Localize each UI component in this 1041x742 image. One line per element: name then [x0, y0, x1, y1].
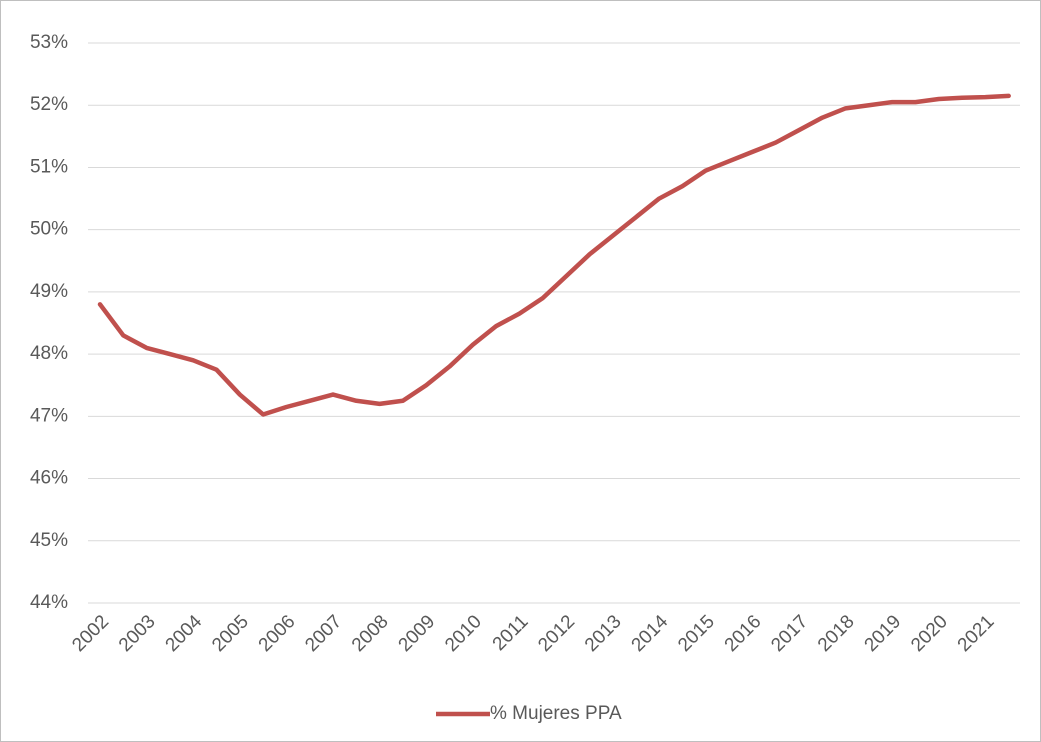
y-tick-label: 45% [30, 530, 68, 551]
y-tick-label: 52% [30, 94, 68, 115]
y-tick-label: 53% [30, 32, 68, 53]
data-line [97, 93, 1011, 417]
y-tick-label: 44% [30, 592, 68, 613]
y-tick-label: 49% [30, 281, 68, 302]
y-tick-label: 50% [30, 219, 68, 240]
y-tick-label: 47% [30, 405, 68, 426]
legend-label: % Mujeres PPA [490, 703, 622, 724]
y-tick-label: 48% [30, 343, 68, 364]
y-tick-label: 46% [30, 468, 68, 489]
y-tick-label: 51% [30, 156, 68, 177]
